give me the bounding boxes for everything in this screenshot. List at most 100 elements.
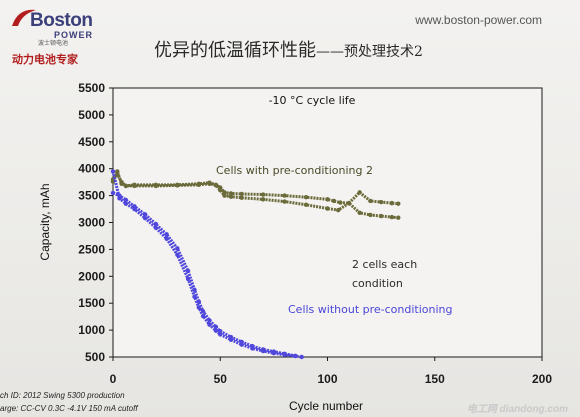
data-point [119, 181, 124, 186]
annotation-cells-each: 2 cells each [352, 258, 417, 271]
data-point [378, 199, 384, 205]
data-point [115, 169, 120, 174]
data-point [282, 193, 287, 198]
x-tick-label: 50 [214, 372, 228, 386]
slide-title: 优异的低温循环性能——预处理技术2 [154, 36, 423, 62]
data-point [218, 332, 223, 337]
slide-title-suffix: ——预处理技术2 [316, 44, 423, 60]
series-line [111, 171, 296, 358]
logo-chinese-name: 波士顿电池 [38, 40, 69, 47]
data-point [250, 346, 255, 351]
data-point [213, 328, 219, 333]
data-point [207, 181, 212, 186]
logo-tagline: 动力电池专家 [12, 53, 78, 66]
plot-area [112, 87, 543, 358]
data-point [196, 299, 201, 304]
data-point [228, 194, 234, 199]
y-tick-label: 3500 [78, 189, 105, 203]
logo-name: Boston [30, 10, 93, 31]
series-line [111, 172, 399, 206]
data-point [192, 294, 197, 299]
data-point [331, 198, 337, 204]
data-point [228, 191, 234, 196]
x-tick-label: 100 [317, 372, 337, 386]
y-tick-label: 1000 [78, 323, 105, 337]
data-point [368, 198, 373, 204]
data-point [299, 354, 304, 360]
data-point [185, 268, 191, 274]
x-axis-title: Cycle number [289, 399, 363, 413]
data-point [303, 202, 309, 207]
y-tick-label: 4000 [78, 162, 105, 176]
data-point [260, 348, 266, 354]
annotation-preconditioned: Cells with pre-conditioning 2 [216, 164, 373, 177]
x-tick-label: 200 [532, 372, 552, 386]
slide-title-main: 优异的低温循环性能 [154, 40, 316, 61]
logo-power: POWER [54, 30, 94, 40]
x-axis: 0 50 100 150 200 [110, 357, 552, 386]
data-point [175, 252, 180, 257]
data-point [123, 201, 129, 206]
data-point [200, 313, 206, 319]
data-point [396, 215, 401, 220]
series-4 [110, 169, 298, 359]
footnote-batch: ch ID: 2012 Swing 5300 production [0, 391, 125, 400]
data-point [357, 190, 362, 195]
data-point [185, 276, 191, 282]
footnote-charge: arge: CC-CV 0.3C -4.1V 150 mA cutoff [0, 404, 138, 413]
data-point [271, 351, 277, 356]
data-point [142, 215, 148, 221]
annotation-condition: condition [352, 277, 403, 290]
data-point [239, 191, 244, 197]
annotation-without-preconditioning: Cells without pre-conditioning [288, 303, 453, 316]
data-point [196, 182, 201, 188]
data-point [389, 200, 395, 206]
chart-title: -10 °C cycle life [269, 94, 356, 107]
data-point [228, 337, 234, 342]
data-point [132, 183, 137, 189]
series-2 [110, 169, 401, 220]
y-tick-label: 500 [85, 350, 105, 364]
data-point [378, 213, 384, 219]
series-layer [110, 169, 401, 360]
data-point [239, 195, 244, 200]
y-tick-label: 5500 [78, 81, 105, 95]
data-point [239, 342, 244, 347]
y-tick-label: 3000 [78, 216, 105, 230]
data-point [325, 197, 330, 202]
y-tick-label: 1500 [78, 296, 105, 310]
data-point [336, 207, 341, 213]
x-tick-label: 150 [425, 372, 445, 386]
logo-swoosh-icon [12, 9, 36, 26]
data-point [396, 201, 401, 206]
data-point [293, 353, 298, 359]
data-point [389, 214, 395, 220]
data-point [175, 183, 180, 188]
data-point [153, 225, 159, 231]
website-url: www.boston-power.com [415, 13, 542, 27]
data-point [132, 206, 137, 212]
y-tick-label: 2500 [78, 242, 105, 256]
y-tick-label: 4500 [78, 135, 105, 149]
data-point [346, 200, 352, 206]
data-point [196, 305, 201, 310]
data-point [153, 183, 159, 189]
watermark: 电工网 diandong.com [466, 404, 568, 415]
data-point [110, 169, 116, 174]
data-point [207, 322, 212, 327]
data-point [213, 183, 219, 188]
x-tick-label: 0 [110, 372, 117, 386]
data-point [117, 196, 122, 201]
data-point [338, 200, 343, 205]
data-point [282, 199, 287, 204]
data-point [260, 197, 266, 202]
data-point [175, 246, 180, 251]
data-point [282, 352, 287, 358]
y-axis: 500 1000 1500 2000 2500 3000 3500 4000 4500 5000 5… [78, 81, 113, 364]
data-point [303, 195, 309, 200]
data-point [164, 232, 169, 237]
company-logo: Boston POWER 波士顿电池 动力电池专家 [8, 4, 118, 66]
data-point [218, 188, 223, 193]
data-point [164, 236, 169, 241]
